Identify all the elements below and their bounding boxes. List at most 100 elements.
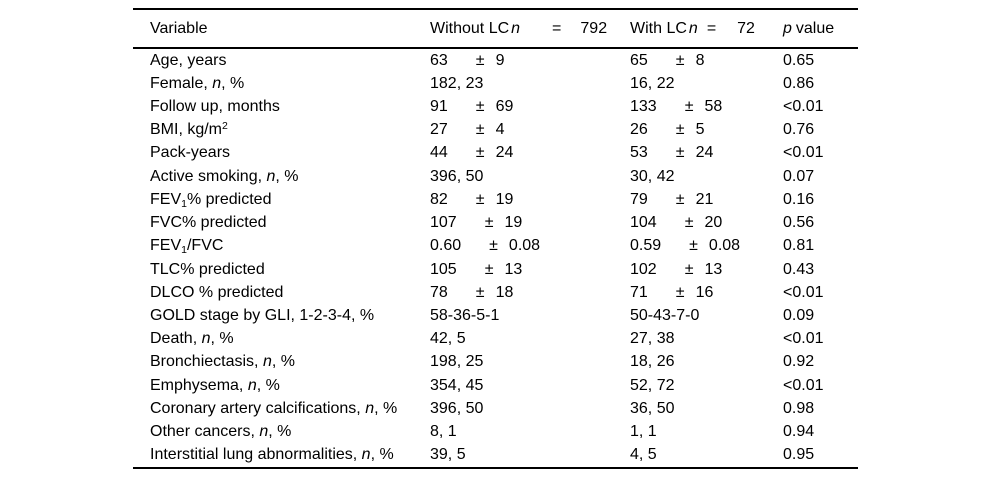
- variable-cell: Follow up, months: [133, 98, 430, 116]
- table-row: Coronary artery calcifications, n, % 396,…: [133, 397, 858, 420]
- variable-label-segment: , %: [374, 399, 398, 417]
- cell-text: 182, 23: [430, 74, 484, 92]
- sd-value: 58: [704, 98, 723, 116]
- mean-value: 44: [430, 144, 448, 162]
- without-lc-cell: 182, 23: [430, 75, 630, 93]
- with-lc-cell: 16, 22: [630, 75, 783, 93]
- without-lc-cell: 78 ±18: [430, 284, 630, 302]
- with-lc-cell: 52, 72: [630, 377, 783, 395]
- variable-label-segment: Emphysema,: [150, 376, 248, 394]
- p-value-cell: 0.16: [783, 190, 815, 208]
- table-row: Pack-years 44 ±24 53 ±24 <0.01: [133, 142, 858, 165]
- with-lc-cell: 30, 42: [630, 168, 783, 186]
- variable-label-segment: Female,: [150, 74, 213, 92]
- variable-label-segment: Other cancers,: [150, 423, 260, 441]
- header-with-lc-label: With LC: [630, 19, 687, 37]
- sd-value: 19: [495, 190, 514, 208]
- without-lc-cell: 105 ±13: [430, 261, 630, 279]
- without-lc-cell: 27 ±4: [430, 121, 630, 139]
- variable-label-segment: , %: [210, 330, 234, 348]
- cell-text: 4, 5: [630, 446, 657, 464]
- sd-value: 24: [695, 144, 714, 162]
- variable-cell: FEV1% predicted: [133, 191, 430, 209]
- table-row: Age, years 63 ±9 65 ±8 0.65: [133, 49, 858, 72]
- without-lc-cell: 396, 50: [430, 168, 630, 186]
- without-lc-cell: 354, 45: [430, 377, 630, 395]
- variable-label-segment: n: [259, 423, 269, 441]
- sd-value: 0.08: [508, 237, 541, 255]
- variable-label-segment: n: [266, 167, 276, 185]
- cell-text: 8, 1: [430, 423, 457, 441]
- table-row: FEV1/FVC 0.60 ±0.08 0.59 ±0.08 0.81: [133, 235, 858, 258]
- sd-value: 9: [495, 51, 505, 69]
- variable-cell: Active smoking, n, %: [133, 168, 430, 186]
- plus-minus-symbol: ±: [475, 144, 485, 162]
- without-lc-cell: 198, 25: [430, 353, 630, 371]
- plus-minus-symbol: ±: [675, 190, 685, 208]
- p-value-label-rest: value: [795, 19, 835, 37]
- variable-cell: Other cancers, n, %: [133, 423, 430, 441]
- variable-label-segment: Active smoking,: [150, 167, 267, 185]
- table-row: Bronchiectasis, n, % 198, 25 18, 26 0.92: [133, 351, 858, 374]
- variable-label-segment: Coronary artery calcifications,: [150, 399, 366, 417]
- mean-value: 133: [630, 98, 657, 116]
- n-symbol: n: [688, 19, 698, 37]
- mean-value: 27: [430, 121, 448, 139]
- mean-value: 104: [630, 214, 657, 232]
- cell-text: 354, 45: [430, 376, 484, 394]
- mean-value: 71: [630, 283, 648, 301]
- without-lc-cell: 58-36-5-1: [430, 307, 630, 325]
- table-row: Active smoking, n, % 396, 50 30, 42 0.07: [133, 165, 858, 188]
- variable-label-segment: % predicted: [186, 190, 272, 208]
- variable-cell: Interstitial lung abnormalities, n, %: [133, 446, 430, 464]
- variable-cell: TLC% predicted: [133, 261, 430, 279]
- variable-label-segment: , %: [221, 74, 245, 92]
- variable-cell: Coronary artery calcifications, n, %: [133, 400, 430, 418]
- without-lc-cell: 0.60 ±0.08: [430, 237, 630, 255]
- p-value-cell: 0.65: [783, 51, 815, 69]
- without-lc-cell: 8, 1: [430, 423, 630, 441]
- variable-cell: Bronchiectasis, n, %: [133, 353, 430, 371]
- mean-value: 65: [630, 51, 648, 69]
- variable-cell: Female, n, %: [133, 75, 430, 93]
- table-header-row: Variable Without LC n = 792 With LC n = 72 p va…: [133, 8, 858, 49]
- header-without-lc: Without LC n = 792: [430, 20, 630, 38]
- header-without-lc-count: 792: [580, 19, 608, 37]
- variable-label-segment: , %: [268, 423, 292, 441]
- plus-minus-symbol: ±: [675, 144, 685, 162]
- sd-value: 18: [495, 283, 514, 301]
- cell-text: 30, 42: [630, 167, 675, 185]
- mean-value: 105: [430, 260, 457, 278]
- equals-sign: =: [706, 19, 717, 37]
- header-with-lc-count: 72: [737, 19, 755, 37]
- variable-label-segment: , %: [370, 446, 394, 464]
- table-row: BMI, kg/m2 27 ±4 26 ±5 0.76: [133, 119, 858, 142]
- plus-minus-symbol: ±: [484, 214, 494, 232]
- variable-label-segment: 1: [181, 244, 187, 257]
- p-value-cell: 0.07: [783, 167, 815, 185]
- without-lc-cell: 82 ±19: [430, 191, 630, 209]
- header-variable: Variable: [150, 19, 208, 37]
- without-lc-cell: 91 ±69: [430, 98, 630, 116]
- table-row: Follow up, months 91 ±69 133 ±58 <0.01: [133, 95, 858, 118]
- mean-value: 63: [430, 51, 448, 69]
- variable-label-segment: n: [361, 446, 371, 464]
- p-value-cell: 0.92: [783, 353, 815, 371]
- cell-text: 396, 50: [430, 167, 484, 185]
- sd-value: 24: [495, 144, 514, 162]
- header-without-lc-label: Without LC: [430, 19, 510, 37]
- mean-value: 0.60: [430, 237, 462, 255]
- with-lc-cell: 71 ±16: [630, 284, 783, 302]
- mean-value: 82: [430, 190, 448, 208]
- sd-value: 8: [695, 51, 705, 69]
- variable-label-segment: 1: [181, 197, 187, 210]
- cell-text: 16, 22: [630, 74, 675, 92]
- mean-value: 78: [430, 283, 448, 301]
- sd-value: 4: [495, 121, 505, 139]
- p-value-cell: <0.01: [783, 98, 824, 116]
- cell-text: 36, 50: [630, 399, 675, 417]
- p-value-cell: 0.81: [783, 237, 815, 255]
- sd-value: 13: [704, 260, 723, 278]
- variable-cell: BMI, kg/m2: [133, 121, 430, 139]
